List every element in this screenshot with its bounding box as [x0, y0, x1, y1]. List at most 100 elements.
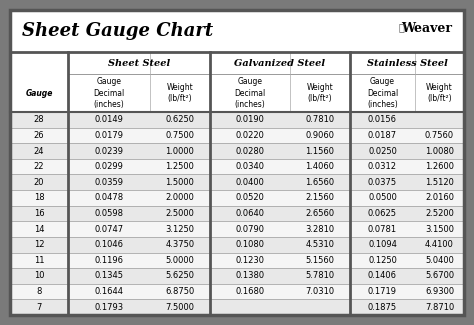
Text: 0.0375: 0.0375 [368, 178, 397, 187]
Bar [10, 299, 464, 315]
Text: 5.6250: 5.6250 [165, 271, 194, 280]
Text: 0.0400: 0.0400 [236, 178, 264, 187]
Text: 5.0400: 5.0400 [425, 256, 454, 265]
Text: 0.0239: 0.0239 [94, 147, 124, 156]
Text: 11: 11 [34, 256, 44, 265]
Bar [10, 159, 464, 175]
Text: 0.0781: 0.0781 [368, 225, 397, 234]
Text: 0.7500: 0.7500 [165, 131, 194, 140]
Text: 14: 14 [34, 225, 44, 234]
Text: 1.4060: 1.4060 [306, 162, 335, 171]
Text: 7.0310: 7.0310 [305, 287, 335, 296]
Text: 0.0280: 0.0280 [236, 147, 264, 156]
Text: Galvanized Steel: Galvanized Steel [235, 58, 326, 68]
Bar [10, 128, 464, 143]
Text: 7: 7 [36, 303, 42, 312]
Text: 10: 10 [34, 271, 44, 280]
Bar [10, 206, 464, 221]
Text: 0.0299: 0.0299 [94, 162, 123, 171]
Text: 1.1560: 1.1560 [306, 147, 335, 156]
Text: Gauge
Decimal
(inches): Gauge Decimal (inches) [93, 77, 125, 109]
Text: Sheet Steel: Sheet Steel [108, 58, 170, 68]
Text: 0.0500: 0.0500 [368, 193, 397, 202]
Text: Stainless Steel: Stainless Steel [366, 58, 447, 68]
Text: 5.6700: 5.6700 [425, 271, 454, 280]
Text: 4.5310: 4.5310 [306, 240, 335, 249]
Text: 4.4100: 4.4100 [425, 240, 454, 249]
Text: 0.0250: 0.0250 [368, 147, 397, 156]
Bar [10, 284, 464, 299]
Bar [10, 190, 464, 206]
Text: 0.0149: 0.0149 [94, 115, 123, 124]
Text: 1.5120: 1.5120 [425, 178, 454, 187]
Text: Weight
(lb/ft²): Weight (lb/ft²) [426, 83, 453, 103]
Text: 0.0625: 0.0625 [368, 209, 397, 218]
Text: 0.0520: 0.0520 [236, 193, 264, 202]
Text: 0.0190: 0.0190 [236, 115, 264, 124]
Text: 5.0000: 5.0000 [165, 256, 194, 265]
Text: 0.9060: 0.9060 [306, 131, 335, 140]
Text: 0.0598: 0.0598 [94, 209, 124, 218]
Bar [10, 10, 464, 52]
Text: 22: 22 [34, 162, 44, 171]
Text: 2.0160: 2.0160 [425, 193, 454, 202]
Text: 0.7560: 0.7560 [425, 131, 454, 140]
Text: Gauge: Gauge [25, 88, 53, 98]
Bar [10, 112, 464, 128]
Text: Gauge
Decimal
(inches): Gauge Decimal (inches) [234, 77, 265, 109]
Text: 0.1080: 0.1080 [236, 240, 264, 249]
Text: 0.0187: 0.0187 [368, 131, 397, 140]
Text: Weaver: Weaver [401, 21, 452, 34]
Text: 0.0790: 0.0790 [236, 225, 264, 234]
Text: 24: 24 [34, 147, 44, 156]
Text: 0.0747: 0.0747 [94, 225, 124, 234]
Bar [10, 221, 464, 237]
Text: 18: 18 [34, 193, 44, 202]
Text: 0.1680: 0.1680 [236, 287, 264, 296]
Text: 0.1380: 0.1380 [236, 271, 264, 280]
Bar [10, 237, 464, 253]
Text: 0.7810: 0.7810 [305, 115, 335, 124]
Text: 8: 8 [36, 287, 42, 296]
Text: 0.1094: 0.1094 [368, 240, 397, 249]
Text: 7.5000: 7.5000 [165, 303, 194, 312]
Text: 0.1196: 0.1196 [94, 256, 124, 265]
Text: 2.0000: 2.0000 [165, 193, 194, 202]
Text: 6.8750: 6.8750 [165, 287, 195, 296]
Bar [10, 143, 464, 159]
Text: 0.0156: 0.0156 [368, 115, 397, 124]
Text: 0.1644: 0.1644 [94, 287, 124, 296]
Text: 20: 20 [34, 178, 44, 187]
Text: 3.2810: 3.2810 [305, 225, 335, 234]
Text: 0.1875: 0.1875 [368, 303, 397, 312]
Text: 0.0478: 0.0478 [94, 193, 124, 202]
Text: 0.0340: 0.0340 [236, 162, 264, 171]
Text: 0.6250: 0.6250 [165, 115, 194, 124]
Text: 0.1250: 0.1250 [368, 256, 397, 265]
Text: 5.1560: 5.1560 [306, 256, 335, 265]
Text: 0.1719: 0.1719 [368, 287, 397, 296]
Text: 0.1793: 0.1793 [94, 303, 124, 312]
Text: 0.0312: 0.0312 [368, 162, 397, 171]
Text: Weight
(lb/ft²): Weight (lb/ft²) [167, 83, 193, 103]
Text: Sheet Gauge Chart: Sheet Gauge Chart [22, 22, 213, 40]
Bar [10, 253, 464, 268]
Text: 2.6560: 2.6560 [305, 209, 335, 218]
Text: 0.0179: 0.0179 [94, 131, 124, 140]
Bar [10, 268, 464, 284]
Text: 1.0080: 1.0080 [425, 147, 454, 156]
Text: 1.2600: 1.2600 [425, 162, 454, 171]
Text: 1.2500: 1.2500 [165, 162, 194, 171]
Text: 0.1345: 0.1345 [94, 271, 124, 280]
Text: Weight
(lb/ft²): Weight (lb/ft²) [307, 83, 333, 103]
Text: 2.1560: 2.1560 [306, 193, 335, 202]
Bar [10, 52, 464, 112]
Text: 16: 16 [34, 209, 44, 218]
Text: 0.0640: 0.0640 [236, 209, 264, 218]
Text: 0.1230: 0.1230 [236, 256, 264, 265]
Text: 0.1406: 0.1406 [368, 271, 397, 280]
Text: 1.0000: 1.0000 [165, 147, 194, 156]
Text: 2.5000: 2.5000 [165, 209, 194, 218]
Text: 0.0359: 0.0359 [94, 178, 124, 187]
Text: 4.3750: 4.3750 [165, 240, 194, 249]
